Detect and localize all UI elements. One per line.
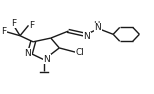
Text: F: F <box>1 27 6 36</box>
Text: H: H <box>93 21 99 30</box>
Text: N: N <box>24 49 31 58</box>
Text: Cl: Cl <box>76 48 85 57</box>
Text: F: F <box>29 21 34 30</box>
Text: N: N <box>83 32 90 41</box>
Text: F: F <box>11 19 16 28</box>
Text: N: N <box>94 23 101 32</box>
Text: N: N <box>44 55 50 64</box>
